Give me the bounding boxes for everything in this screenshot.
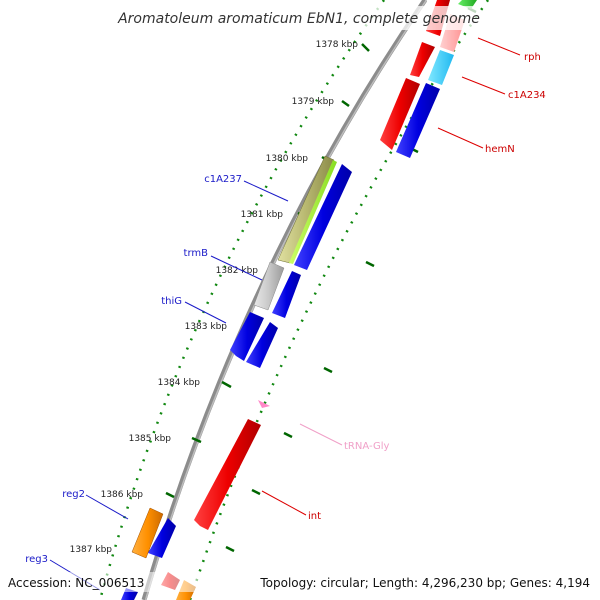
gene-tRNA-Gly-feature[interactable] bbox=[258, 400, 270, 408]
gene-c1A237-blue-feature[interactable] bbox=[294, 164, 352, 270]
tick-label: 1387 kbp bbox=[70, 545, 113, 555]
genome-info-text: Topology: circular; Length: 4,296,230 bp… bbox=[259, 576, 590, 590]
accession-text: Accession: NC_006513 bbox=[8, 576, 144, 590]
gene-int-feature[interactable] bbox=[194, 419, 261, 530]
gene-hemN-reverse-feature[interactable] bbox=[380, 78, 420, 150]
gene-trmB-feature[interactable] bbox=[253, 261, 285, 311]
gene-label-rph[interactable]: rph bbox=[524, 52, 541, 63]
gene-label-trmB[interactable]: trmB bbox=[184, 248, 209, 259]
tick-label: 1379 kbp bbox=[292, 97, 335, 107]
tick-label: 1378 kbp bbox=[316, 40, 359, 50]
outer-grid-circle bbox=[98, 0, 386, 600]
tick-label: 1380 kbp bbox=[266, 154, 309, 164]
gene-trmB-blue-feature[interactable] bbox=[272, 271, 301, 318]
gene-label-reg2[interactable]: reg2 bbox=[62, 489, 85, 500]
gene-c1A234-cyan-feature[interactable] bbox=[428, 50, 454, 85]
gene-label-int[interactable]: int bbox=[308, 511, 321, 522]
gene-label-c1A237[interactable]: c1A237 bbox=[204, 174, 242, 185]
inner-grid-circle bbox=[188, 0, 490, 600]
leader-lines bbox=[49, 37, 521, 591]
gene-reg2-blue-feature[interactable] bbox=[148, 518, 176, 558]
tick-label: 1381 kbp bbox=[241, 210, 284, 220]
gene-c1A237-stripe-feature[interactable] bbox=[289, 160, 337, 264]
gene-thiG-feature[interactable] bbox=[230, 312, 264, 361]
title-backdrop bbox=[118, 6, 480, 30]
gene-label-c1A234[interactable]: c1A234 bbox=[508, 90, 546, 101]
tick-labels: 1378 kbp 1379 kbp 1380 kbp 1381 kbp 1382… bbox=[70, 40, 359, 555]
gene-label-reg3[interactable]: reg3 bbox=[25, 554, 48, 565]
map-title: Aromatoleum aromaticum EbN1, complete ge… bbox=[117, 11, 480, 27]
gene-label-hemN[interactable]: hemN bbox=[485, 144, 515, 155]
gene-label-tRNA-Gly[interactable]: tRNA-Gly bbox=[344, 441, 389, 452]
gene-reg2-feature[interactable] bbox=[131, 507, 164, 559]
footer-backdrop bbox=[0, 572, 600, 592]
tick-label: 1382 kbp bbox=[216, 266, 259, 276]
tick-label: 1386 kbp bbox=[101, 490, 144, 500]
tick-label: 1383 kbp bbox=[185, 322, 228, 332]
tick-label: 1384 kbp bbox=[158, 378, 201, 388]
gene-red-upper-feature[interactable] bbox=[410, 42, 435, 77]
gene-label-thiG[interactable]: thiG bbox=[161, 296, 182, 307]
gene-thiG-blue-feature[interactable] bbox=[246, 322, 278, 368]
gene-hemN-feature[interactable] bbox=[396, 83, 440, 158]
tick-label: 1385 kbp bbox=[129, 434, 172, 444]
